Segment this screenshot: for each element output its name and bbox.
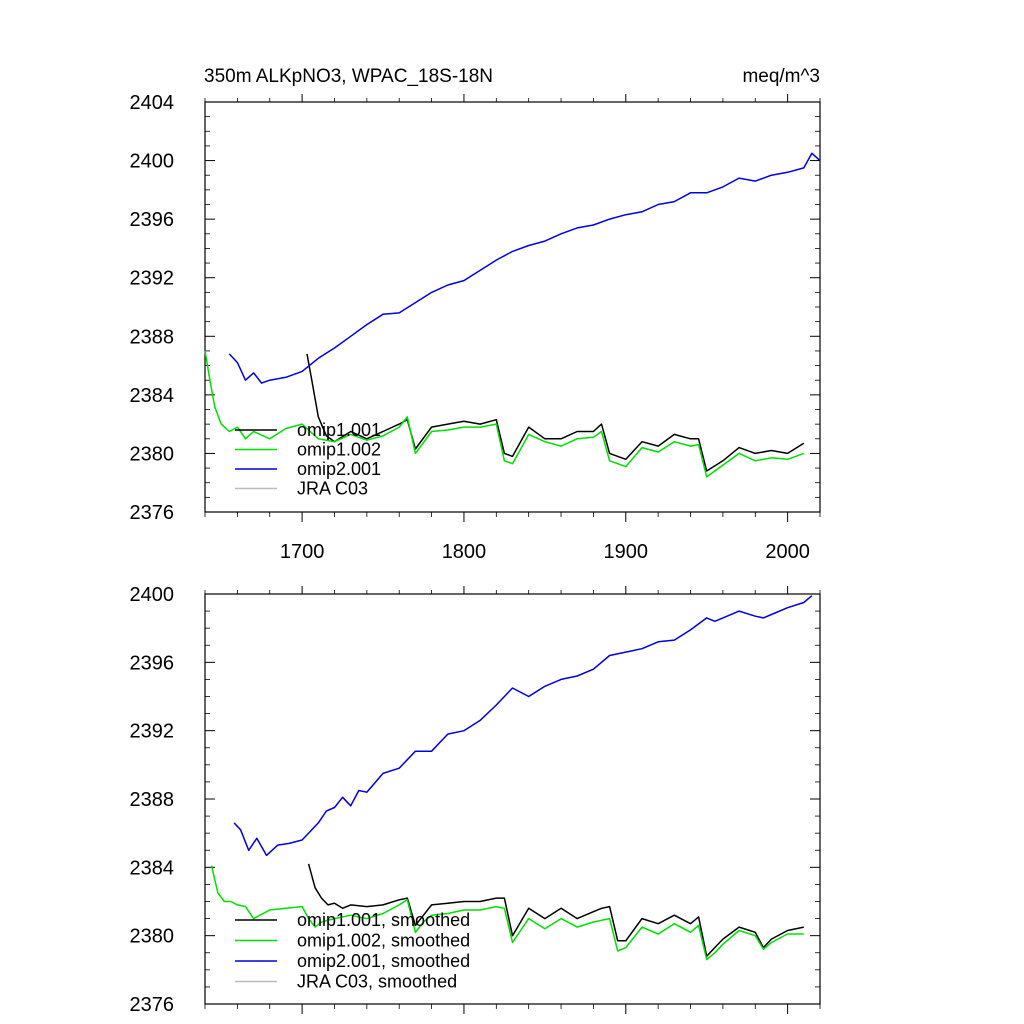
series-line-omip2-001 bbox=[228, 152, 821, 384]
bottom-panel: 2376 2380 2384 2388 2392 2396 2400 omip1.001, … bbox=[130, 584, 821, 1016]
x-tick-label: 1800 bbox=[442, 541, 487, 563]
y-tick-label: 2380 bbox=[130, 926, 175, 948]
y-tick-label: 2380 bbox=[130, 443, 175, 465]
top-panel-title: 350m ALKpNO3, WPAC_18S-18N bbox=[204, 66, 493, 87]
y-tick-label: 2384 bbox=[130, 857, 175, 879]
y-tick-label: 2396 bbox=[130, 209, 175, 231]
legend-label: JRA C03, smoothed bbox=[297, 972, 457, 992]
legend-label: omip1.001, smoothed bbox=[297, 910, 470, 930]
series-line-omip2-001-smoothed bbox=[233, 595, 813, 857]
y-tick-label: 2392 bbox=[130, 268, 175, 290]
legend-label: omip2.001, smoothed bbox=[297, 951, 470, 971]
series-line-omip1-002 bbox=[204, 350, 805, 478]
x-tick-label: 1900 bbox=[604, 541, 649, 563]
series-line-omip1-002-smoothed bbox=[210, 865, 804, 961]
y-tick-label: 2400 bbox=[130, 584, 175, 606]
y-tick-label: 2404 bbox=[130, 92, 175, 114]
y-tick-label: 2388 bbox=[130, 789, 175, 811]
top-series bbox=[204, 152, 821, 478]
legend-label: JRA C03 bbox=[297, 479, 368, 499]
y-tick-label: 2376 bbox=[130, 502, 175, 524]
bottom-series bbox=[210, 595, 813, 961]
y-tick-label: 2388 bbox=[130, 326, 175, 348]
top-panel: 350m ALKpNO3, WPAC_18S-18N meq/m^3 23762… bbox=[130, 66, 821, 563]
x-tick-label: 1700 bbox=[280, 541, 325, 563]
x-tick-label: 2000 bbox=[765, 541, 810, 563]
y-tick-label: 2384 bbox=[130, 385, 175, 407]
series-line-omip1-001-smoothed bbox=[307, 863, 804, 957]
legend-label: omip2.001 bbox=[297, 459, 381, 479]
series-line-omip1-001 bbox=[306, 353, 805, 472]
top-panel-units: meq/m^3 bbox=[742, 66, 820, 87]
y-tick-label: 2396 bbox=[130, 652, 175, 674]
top-ticks: 2376 2380 2384 2388 2392 2396 2400 2404 1700 1800… bbox=[130, 92, 821, 563]
bottom-ticks: 2376 2380 2384 2388 2392 2396 2400 bbox=[130, 584, 821, 1016]
legend-label: omip1.001 bbox=[297, 420, 381, 440]
legend-label: omip1.002 bbox=[297, 440, 381, 460]
legend-label: omip1.002, smoothed bbox=[297, 931, 470, 951]
y-tick-label: 2376 bbox=[130, 994, 175, 1016]
y-tick-label: 2400 bbox=[130, 151, 175, 173]
y-tick-label: 2392 bbox=[130, 721, 175, 743]
